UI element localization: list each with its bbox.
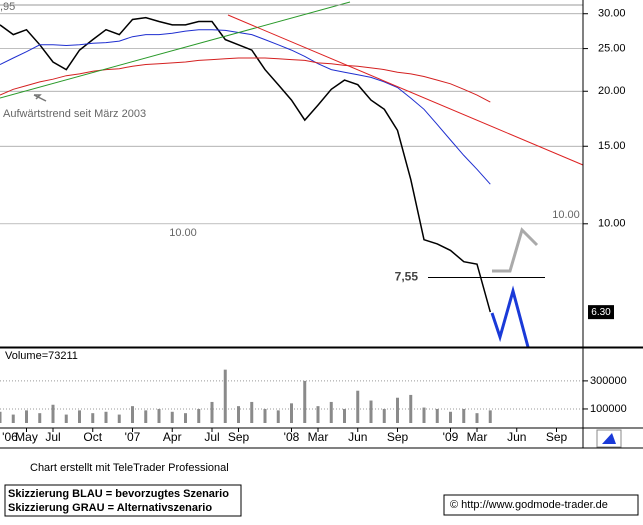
annotation: ,95 (0, 1, 15, 13)
volume-bar (210, 401, 214, 423)
volume-bar (91, 413, 95, 423)
x-tick-label: '07 (125, 430, 141, 444)
volume-bar (343, 408, 346, 423)
volume-bar (25, 410, 28, 423)
footer: Chart erstellt mit TeleTrader Profession… (4, 462, 639, 517)
corner-icon (602, 433, 616, 444)
volume-bar (223, 369, 227, 423)
volume-bar (449, 411, 452, 423)
uptrend-line (0, 1, 351, 99)
volume-bar (11, 414, 15, 423)
volume-bar (104, 411, 108, 423)
volume-title: Volume=73211 (5, 350, 78, 362)
scenario-gray (492, 227, 539, 273)
x-tick-label: '06 (2, 430, 18, 444)
x-tick-label: Mar (308, 430, 329, 444)
volume-bar (237, 406, 240, 423)
volume-bar (0, 411, 2, 423)
x-tick-label: Sep (228, 430, 250, 444)
x-tick-label: Sep (387, 430, 409, 444)
volume-bar (329, 401, 333, 423)
volume-bar (409, 394, 413, 423)
annotation-arrowhead (34, 94, 42, 100)
price-line (0, 57, 491, 103)
x-tick-label: Apr (163, 430, 182, 444)
x-tick-label: Jun (507, 430, 526, 444)
volume-bar (78, 410, 81, 423)
price-line (0, 16, 492, 313)
annotation: Aufwärtstrend seit März 2003 (3, 108, 146, 120)
volume-bar (51, 404, 55, 423)
copyright-box (443, 494, 639, 516)
x-tick-label: Jul (204, 430, 219, 444)
credit: Chart erstellt mit TeleTrader Profession… (30, 462, 229, 474)
last-price-box (588, 305, 614, 320)
y-tick-label: 30.00 (598, 8, 626, 20)
volume-bar (117, 414, 121, 423)
volume-bar (197, 408, 201, 423)
volume-bar (290, 403, 293, 423)
volume-bar (422, 407, 426, 423)
volume-bar (369, 400, 373, 423)
x-tick-label: Sep (546, 430, 568, 444)
x-tick-label: Oct (83, 430, 102, 444)
volume-bar (396, 397, 399, 423)
legend-box (4, 484, 242, 517)
y-tick-label: 300000 (590, 375, 627, 387)
x-tick-label: Jun (348, 430, 367, 444)
volume-bar (356, 390, 360, 423)
volume-bar (316, 406, 320, 423)
y-tick-label: 100000 (590, 403, 627, 415)
price-line (0, 29, 491, 185)
annotation-arrow (33, 94, 47, 102)
volume-bar (157, 408, 161, 423)
level-label: 7,55 (395, 270, 419, 284)
y-tick-label: 25.00 (598, 42, 626, 54)
volume-bar (38, 413, 42, 423)
volume-bar (303, 380, 307, 423)
y-tick-label: 15.00 (598, 140, 626, 152)
volume-bar (475, 413, 479, 423)
volume-bar (64, 414, 68, 423)
copyright: © http://www.godmode-trader.de (450, 499, 608, 511)
last-price-label: 6.30 (591, 307, 611, 318)
scenario-blue (490, 285, 530, 348)
volume-bar (144, 410, 148, 423)
y-tick-label: 20.00 (598, 85, 626, 97)
x-tick-label: Jul (45, 430, 60, 444)
volume-bar (435, 408, 439, 423)
volume-bar (462, 408, 466, 423)
volume-bar (263, 408, 267, 423)
volume-bar (276, 410, 280, 423)
x-tick-label: May (15, 430, 38, 444)
legend-text: Skizzierung GRAU = Alternativszenario (8, 502, 212, 514)
volume-bar (382, 408, 386, 423)
annotation: 10.00 (552, 209, 580, 221)
volume-bar (488, 410, 492, 423)
x-tick-label: '09 (443, 430, 459, 444)
legend-text: Skizzierung BLAU = bevorzugtes Szenario (8, 488, 229, 500)
annotation: 10.00 (169, 227, 197, 239)
volume-bar (250, 401, 254, 423)
y-tick-label: 10.00 (598, 218, 626, 230)
x-tick-label: '08 (284, 430, 300, 444)
x-tick-label: Mar (467, 430, 488, 444)
downtrend-line (227, 14, 584, 166)
volume-bar (170, 411, 174, 423)
volume-bar (131, 406, 134, 423)
volume-bar (184, 413, 187, 423)
